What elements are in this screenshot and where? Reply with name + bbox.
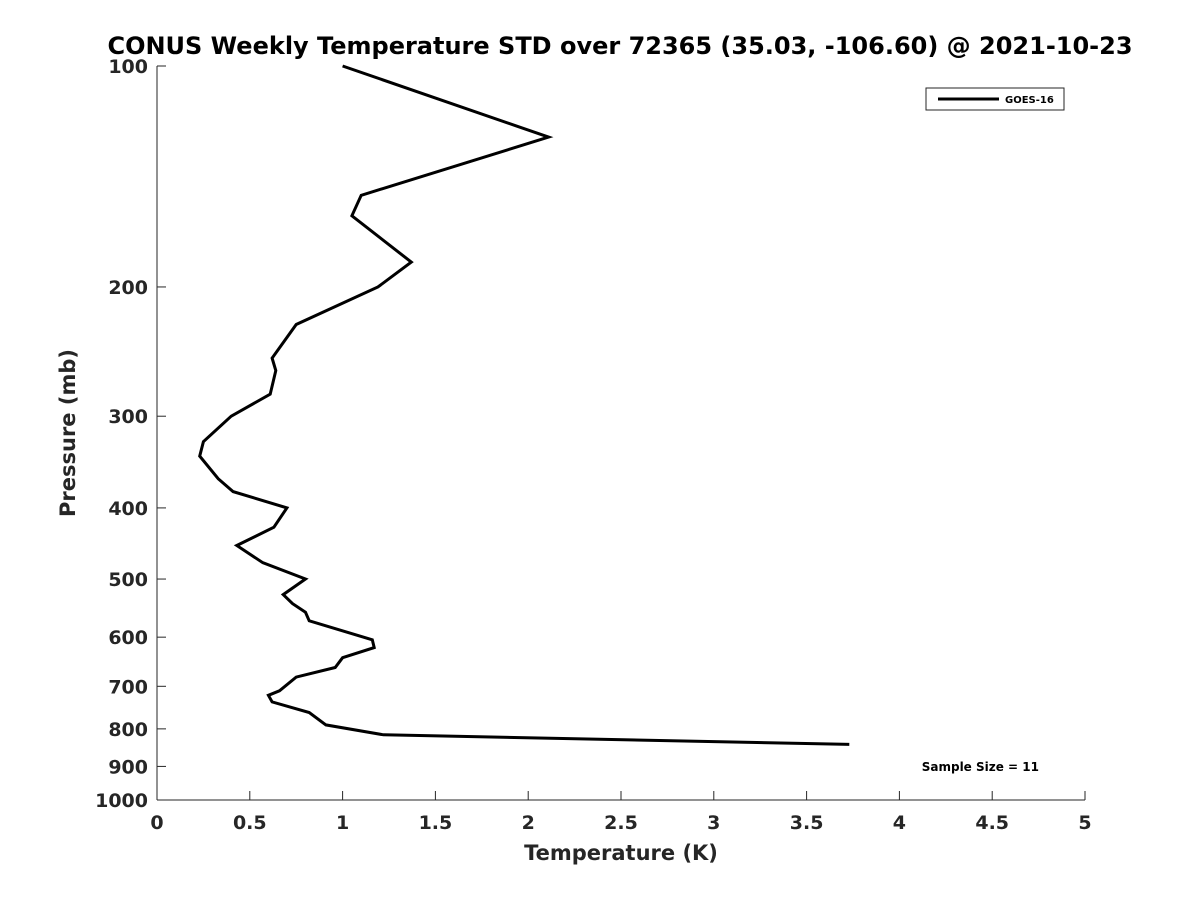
y-tick-label: 900 [108,756,148,778]
y-ticks: 100 200 300 400 500 600 700 800 900 1000 [95,56,166,812]
x-tick-label: 5 [1078,812,1091,834]
y-tick-label: 400 [108,498,148,520]
x-tick-label: 1.5 [419,812,453,834]
x-tick-label: 0.5 [233,812,267,834]
x-tick-label: 2.5 [604,812,638,834]
y-tick-label: 800 [108,719,148,741]
y-tick-label: 1000 [95,790,148,812]
x-tick-label: 4.5 [975,812,1009,834]
series-layer [198,64,850,746]
x-tick-label: 1 [336,812,349,834]
chart-title: CONUS Weekly Temperature STD over 72365 … [107,32,1132,60]
axes [156,66,1085,801]
sample-size-annotation: Sample Size = 11 [922,760,1039,774]
legend: GOES-16 [925,87,1065,111]
x-tick-label: 3 [707,812,720,834]
legend-label-goes-16: GOES-16 [1005,95,1054,106]
y-tick-label: 200 [108,277,148,299]
series-line-goes-16 [198,64,850,746]
x-tick-label: 2 [522,812,535,834]
y-tick-label: 600 [108,627,148,649]
x-tick-label: 4 [893,812,906,834]
x-tick-label: 0 [150,812,163,834]
x-ticks: 0 0.5 1 1.5 2 2.5 3 3.5 4 4.5 5 [150,791,1092,834]
x-tick-label: 3.5 [790,812,824,834]
x-axis-label: Temperature (K) [524,841,718,865]
y-tick-label: 700 [108,676,148,698]
y-tick-label: 500 [108,569,148,591]
y-axis-label: Pressure (mb) [56,349,80,517]
y-tick-label: 300 [108,406,148,428]
y-tick-label: 100 [108,56,148,78]
